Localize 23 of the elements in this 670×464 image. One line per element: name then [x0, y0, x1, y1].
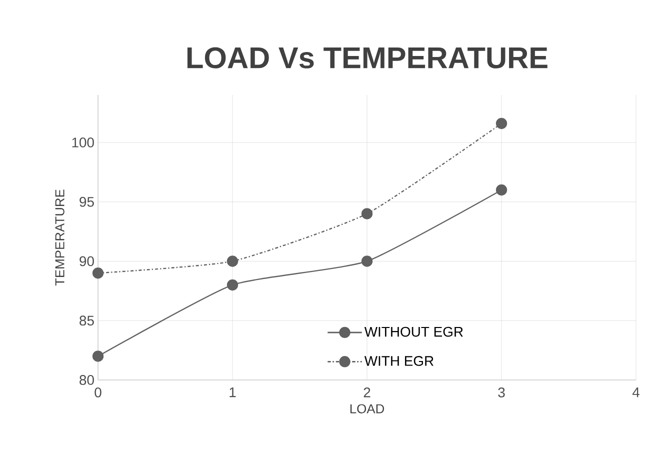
x-tick-label: 2	[364, 387, 370, 398]
point	[92, 350, 104, 362]
point	[361, 208, 373, 220]
y-tick-label: 80	[80, 375, 94, 385]
x-tick-label: 1	[230, 387, 236, 398]
point	[361, 256, 373, 267]
legend-label: WITHOUT EGR	[364, 326, 463, 337]
x-tick-label: 4	[632, 387, 640, 398]
x-axis-title: LOAD	[350, 404, 384, 414]
chart-title: LOAD Vs TEMPERATURE	[187, 47, 548, 68]
y-axis-title: TEMPERATURE	[55, 190, 64, 286]
point	[496, 118, 508, 130]
y-tick-label: 100	[72, 138, 94, 148]
x-tick-label: 0	[94, 387, 102, 398]
point	[496, 184, 508, 196]
x-tick-label: 3	[498, 387, 505, 398]
legend-label: WITH EGR	[364, 356, 434, 366]
y-tick-label: 90	[80, 256, 94, 266]
point	[226, 256, 238, 267]
y-tick-label: 95	[80, 196, 94, 207]
point	[226, 279, 238, 291]
point	[92, 268, 104, 279]
y-tick-label: 85	[80, 316, 94, 326]
